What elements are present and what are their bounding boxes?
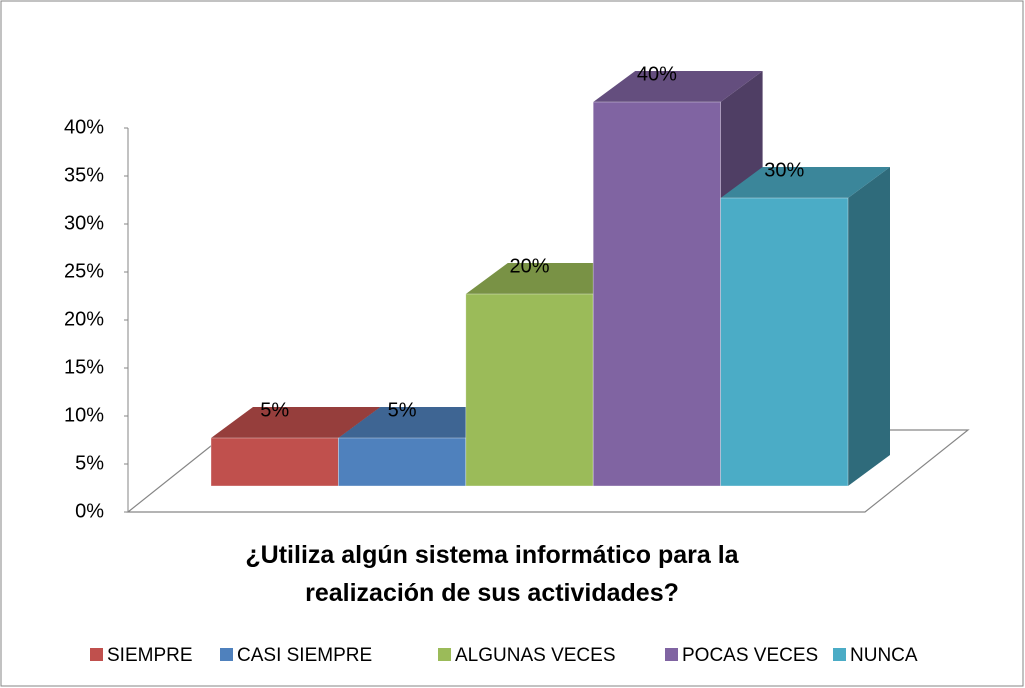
y-tick-label: 40% (64, 116, 104, 138)
y-tick-label: 20% (64, 308, 104, 330)
bar (338, 437, 467, 487)
data-label: 20% (509, 255, 549, 277)
legend-swatch (438, 648, 451, 661)
y-tick-label: 35% (64, 164, 104, 186)
legend-label: ALGUNAS VECES (455, 645, 616, 666)
y-tick-label: 30% (64, 212, 104, 234)
bar-top (211, 407, 381, 438)
data-label: 5% (260, 399, 289, 421)
legend-label: CASI SIEMPRE (237, 645, 372, 666)
legend-swatch (665, 648, 678, 661)
data-label: 40% (637, 63, 677, 85)
y-tick-label: 5% (75, 452, 104, 474)
legend-label: NUNCA (850, 645, 918, 666)
y-tick-label: 10% (64, 404, 104, 426)
legend-label: POCAS VECES (682, 645, 818, 666)
legend-swatch (833, 648, 846, 661)
y-tick-label: 25% (64, 260, 104, 282)
chart-title: ¿Utiliza algún sistema informático para … (245, 541, 739, 607)
bar (592, 101, 721, 487)
bar (465, 293, 594, 487)
y-tick-label: 0% (75, 500, 104, 522)
bar (210, 437, 339, 487)
y-tick-label: 15% (64, 356, 104, 378)
bar (720, 197, 849, 487)
bar-top (720, 167, 890, 198)
legend-swatch (220, 648, 233, 661)
data-label: 30% (764, 159, 804, 181)
legend-label: SIEMPRE (107, 645, 193, 666)
bar-top (338, 407, 508, 438)
data-label: 5% (388, 399, 417, 421)
legend-swatch (90, 648, 103, 661)
bar-side (848, 167, 890, 486)
bar-top (465, 263, 636, 294)
bar-top (593, 71, 763, 102)
